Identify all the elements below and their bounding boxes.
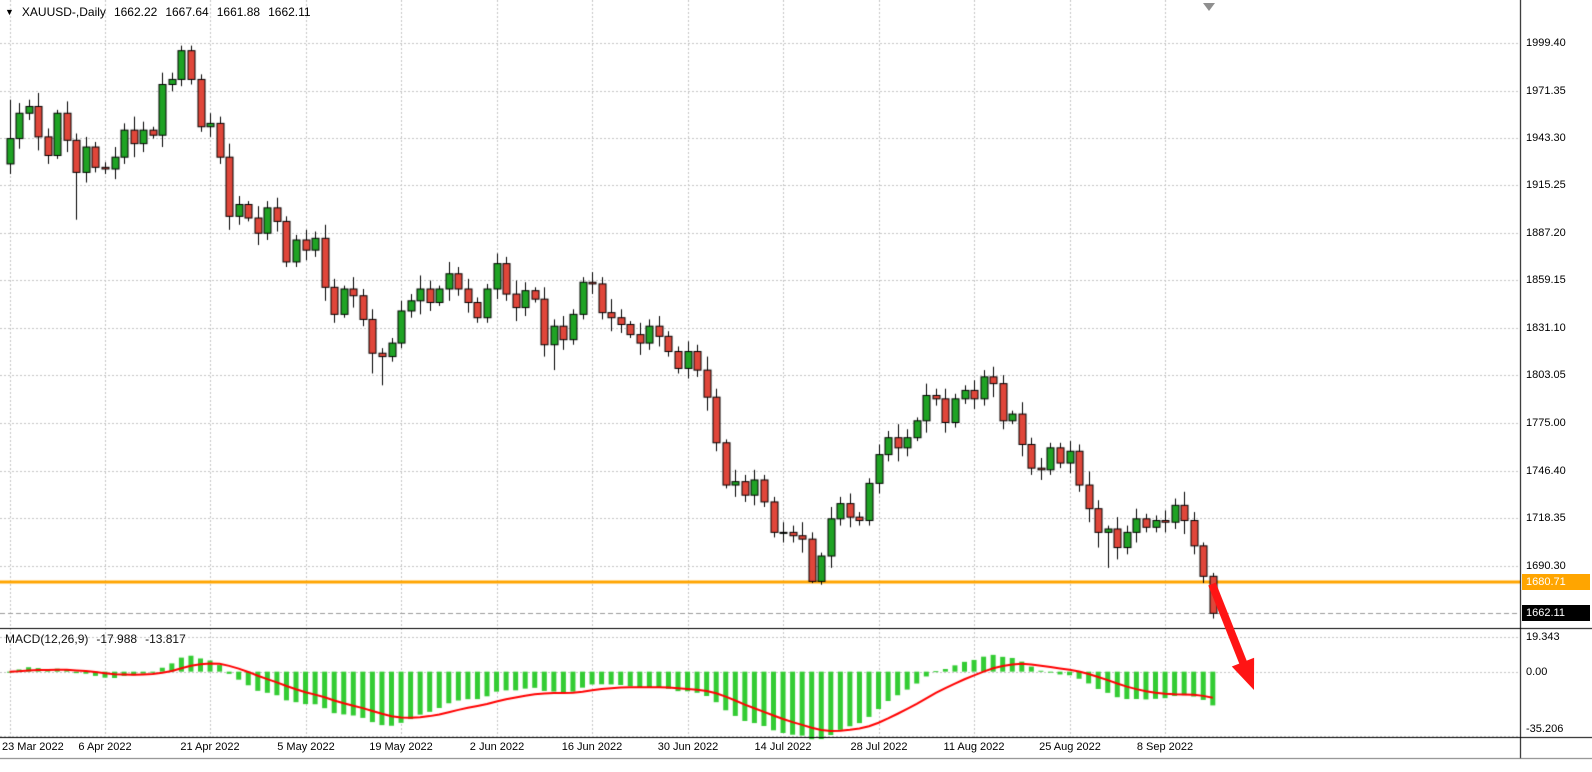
date-axis-label: 30 Jun 2022 xyxy=(657,741,719,753)
high-value: 1667.64 xyxy=(165,5,209,19)
macd-signal-value: -13.817 xyxy=(145,632,186,646)
date-axis-label: 28 Jul 2022 xyxy=(850,741,908,753)
price-axis-label: 1859.15 xyxy=(1526,274,1566,287)
price-axis-label: 1831.10 xyxy=(1526,321,1566,334)
price-axis-label: 1718.35 xyxy=(1526,512,1566,525)
date-axis-label: 19 May 2022 xyxy=(369,741,433,753)
price-axis-label: 1971.35 xyxy=(1526,84,1566,97)
date-axis-label: 21 Apr 2022 xyxy=(180,741,240,753)
symbol-dropdown-icon[interactable]: ▼ xyxy=(5,6,14,17)
date-axis-label: 14 Jul 2022 xyxy=(754,741,812,753)
macd-name: MACD(12,26,9) xyxy=(5,632,89,646)
low-value: 1661.88 xyxy=(216,5,261,19)
macd-axis-label: -35.206 xyxy=(1526,723,1564,735)
close-value: 1662.11 xyxy=(268,5,311,19)
date-axis-label: 8 Sep 2022 xyxy=(1136,741,1194,753)
date-axis-label: 2 Jun 2022 xyxy=(469,741,525,753)
date-axis-label: 25 Aug 2022 xyxy=(1039,741,1101,753)
symbol-timeframe-label: XAUUSD-,Daily xyxy=(21,5,106,19)
chart-shift-marker-icon[interactable] xyxy=(1203,3,1215,11)
price-axis-label: 1690.30 xyxy=(1526,559,1566,572)
price-axis-label: 1746.40 xyxy=(1526,464,1566,477)
macd-axis-label: 0.00 xyxy=(1526,665,1548,678)
time-axis[interactable]: 23 Mar 2022 6 Apr 2022 21 Apr 2022 5 May 20… xyxy=(0,737,1520,760)
symbol-ohlc-header: ▼ XAUUSD-,Daily 1662.22 1667.64 1661.88 … xyxy=(5,5,311,19)
date-axis-label: 16 Jun 2022 xyxy=(561,741,623,753)
price-axis[interactable]: 1680.71 1662.11 1999.40 1971.35 1943.30 191… xyxy=(1521,0,1592,760)
price-axis-label: 1803.05 xyxy=(1526,369,1566,382)
horizontal-line-price-badge: 1680.71 xyxy=(1522,573,1590,590)
price-axis-label: 1915.25 xyxy=(1526,179,1566,192)
macd-main-value: -17.988 xyxy=(96,632,138,646)
open-value: 1662.22 xyxy=(113,5,158,19)
date-axis-label: 5 May 2022 xyxy=(277,741,335,753)
date-axis-label: 23 Mar 2022 xyxy=(2,741,64,753)
price-axis-label: 1775.00 xyxy=(1526,416,1566,429)
date-axis-label: 6 Apr 2022 xyxy=(78,741,132,753)
macd-indicator-label: MACD(12,26,9) -17.988 -13.817 xyxy=(5,632,186,646)
price-axis-label: 1943.30 xyxy=(1526,132,1566,145)
price-axis-label: 1999.40 xyxy=(1526,37,1566,50)
date-axis-label: 11 Aug 2022 xyxy=(943,741,1005,753)
macd-axis-label: 19.343 xyxy=(1526,630,1560,643)
bid-price-badge: 1662.11 xyxy=(1522,605,1590,622)
price-axis-label: 1887.20 xyxy=(1526,226,1566,239)
